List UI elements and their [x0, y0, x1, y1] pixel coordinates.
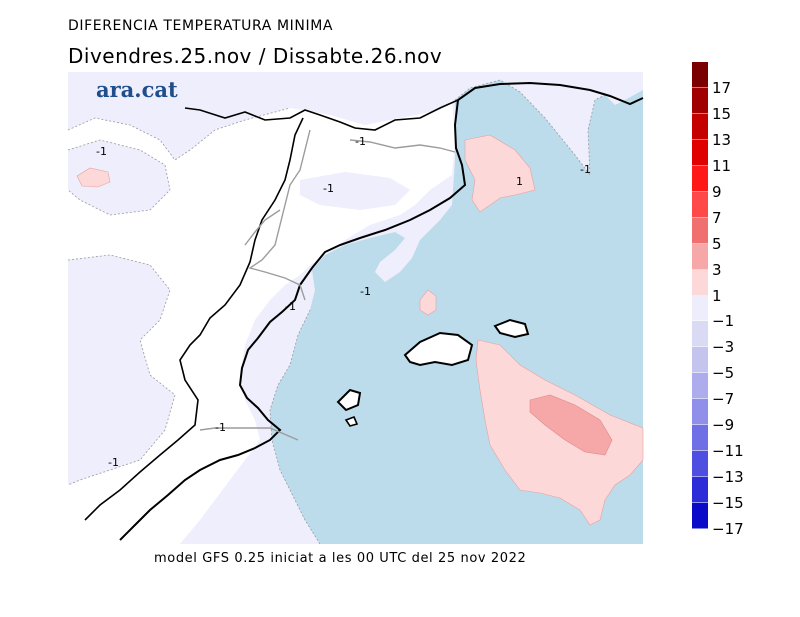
ara-cat-logo: ara.cat: [96, 77, 178, 102]
contour-label: -1: [360, 285, 371, 298]
legend-positive-label: 15: [712, 105, 731, 123]
legend-positive-label: 7: [712, 209, 722, 227]
model-run-caption: model GFS 0.25 iniciat a les 00 UTC del …: [154, 551, 527, 566]
legend-negative-label: −13: [712, 468, 744, 486]
positive-patch-menorca-north: [419, 289, 437, 316]
legend-negative-label: −1: [712, 312, 734, 330]
contour-lines: [67, 79, 606, 545]
legend-positive-label: 13: [712, 131, 731, 149]
lavender-patch-northwest: [68, 140, 170, 215]
legend-positive-swatch: [692, 244, 708, 270]
legend-negative-swatch: [692, 503, 708, 529]
legend-negative-swatch: [692, 477, 708, 503]
contour-label: -1: [215, 421, 226, 434]
contour-label: -1: [323, 182, 334, 195]
legend-positive-swatch: [692, 192, 708, 218]
contour-label: -1: [355, 135, 366, 148]
positive-region-core: [529, 394, 613, 456]
legend-positive-swatch: [692, 218, 708, 244]
contour-label: -1: [96, 145, 107, 158]
contour-label: -1: [285, 300, 296, 313]
legend-positive-swatch: [692, 88, 708, 114]
legend-negative-swatch: [692, 347, 708, 373]
lavender-patch-north: [300, 172, 410, 210]
positive-patch-west: [76, 167, 111, 188]
positive-region-gulf-of-lion: [464, 134, 536, 213]
formentera-island: [344, 415, 359, 427]
legend-positive-label: 17: [712, 79, 731, 97]
legend-negative-swatch: [692, 399, 708, 425]
legend-negative-swatch: [692, 321, 708, 347]
legend-positive-swatch: [692, 114, 708, 140]
map-subtitle: Divendres.25.nov / Dissabte.26.nov: [68, 44, 443, 68]
legend-negative-label: −9: [712, 416, 734, 434]
legend-positive-swatch: [692, 270, 708, 296]
legend-positive-swatch: [692, 140, 708, 166]
legend-negative-label: −15: [712, 494, 744, 512]
legend-negative-swatch: [692, 425, 708, 451]
legend-positive-label: 9: [712, 183, 722, 201]
contour-label: -1: [108, 456, 119, 469]
contour-label: -1: [580, 163, 591, 176]
contour-label: 1: [516, 175, 523, 188]
legend-positive-swatch: [692, 62, 708, 88]
legend-positive-label: 5: [712, 235, 722, 253]
legend-positive-swatch: [692, 166, 708, 192]
map-title: DIFERENCIA TEMPERATURA MINIMA: [68, 18, 334, 34]
zero-change-region: [68, 100, 455, 544]
national-border: [84, 99, 459, 521]
legend-negative-label: −17: [712, 520, 744, 538]
menorca-island: [493, 318, 530, 339]
region-border: [199, 129, 456, 441]
legend-positive-label: 1: [712, 287, 722, 305]
ibiza-island: [336, 388, 362, 412]
legend-negative-label: −7: [712, 390, 734, 408]
legend-negative-swatch: [692, 295, 708, 321]
legend-negative-label: −5: [712, 364, 734, 382]
legend-negative-swatch: [692, 451, 708, 477]
lavender-patch-west: [68, 255, 175, 485]
legend-negative-label: −11: [712, 442, 744, 460]
legend-positive-label: 3: [712, 261, 722, 279]
legend-negative-swatch: [692, 373, 708, 399]
mallorca-island: [403, 331, 474, 367]
legend-negative-label: −3: [712, 338, 734, 356]
legend-positive-label: 11: [712, 157, 731, 175]
